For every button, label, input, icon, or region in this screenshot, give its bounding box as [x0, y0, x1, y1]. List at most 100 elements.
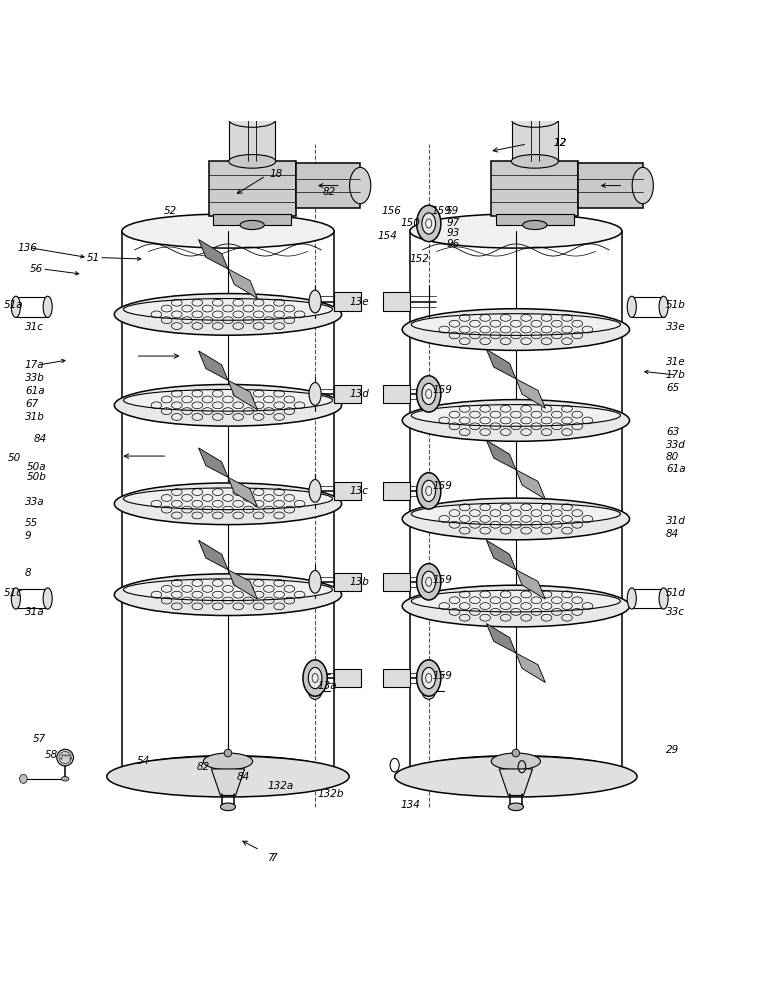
Ellipse shape — [417, 473, 441, 509]
Text: 17b: 17b — [666, 370, 685, 380]
Text: 96: 96 — [446, 239, 459, 249]
Ellipse shape — [422, 683, 436, 699]
Polygon shape — [516, 570, 545, 599]
Text: 159: 159 — [431, 206, 451, 216]
Polygon shape — [228, 570, 257, 599]
Text: 9: 9 — [25, 531, 32, 541]
Text: 54: 54 — [137, 756, 150, 766]
Ellipse shape — [422, 480, 436, 502]
Ellipse shape — [422, 383, 436, 405]
Text: 33d: 33d — [666, 440, 685, 450]
Text: 159: 159 — [433, 575, 452, 585]
Text: 7: 7 — [267, 853, 274, 863]
Text: 51: 51 — [87, 253, 99, 263]
Text: 51a: 51a — [4, 300, 24, 310]
Ellipse shape — [417, 564, 441, 600]
Ellipse shape — [309, 667, 321, 689]
Text: 31a: 31a — [25, 607, 45, 617]
Ellipse shape — [203, 753, 253, 770]
Ellipse shape — [124, 299, 332, 320]
Bar — [383, 292, 410, 311]
Text: 84: 84 — [237, 772, 250, 782]
Polygon shape — [487, 440, 516, 470]
Ellipse shape — [20, 774, 27, 783]
Text: 31c: 31c — [25, 322, 44, 332]
Text: 33b: 33b — [25, 373, 45, 383]
Ellipse shape — [309, 383, 321, 405]
Ellipse shape — [124, 488, 332, 510]
Text: 61a: 61a — [666, 464, 685, 474]
Text: 33c: 33c — [666, 607, 685, 617]
Text: 50a: 50a — [27, 462, 47, 472]
Text: 152: 152 — [410, 254, 430, 264]
Bar — [213, 214, 291, 225]
Polygon shape — [199, 239, 228, 269]
Ellipse shape — [308, 667, 322, 689]
Polygon shape — [516, 470, 545, 499]
Text: 50b: 50b — [27, 472, 47, 482]
Ellipse shape — [417, 205, 441, 242]
Bar — [334, 669, 361, 687]
Text: 84: 84 — [666, 529, 679, 539]
Text: 84: 84 — [34, 434, 47, 444]
Text: 33a: 33a — [25, 497, 45, 507]
Text: 159: 159 — [433, 385, 452, 395]
Polygon shape — [516, 653, 545, 683]
Ellipse shape — [115, 294, 342, 335]
Ellipse shape — [308, 666, 322, 683]
Polygon shape — [199, 540, 228, 570]
Ellipse shape — [303, 660, 327, 696]
Ellipse shape — [228, 112, 276, 127]
Ellipse shape — [402, 585, 629, 627]
Bar — [334, 573, 361, 591]
Polygon shape — [487, 349, 516, 379]
Ellipse shape — [43, 588, 52, 609]
Bar — [334, 292, 361, 311]
Text: 159: 159 — [433, 671, 452, 681]
Ellipse shape — [411, 405, 620, 426]
Bar — [383, 385, 410, 403]
Text: 58: 58 — [45, 750, 58, 760]
Ellipse shape — [309, 290, 321, 313]
Ellipse shape — [512, 749, 520, 757]
Bar — [491, 161, 578, 216]
Ellipse shape — [107, 756, 349, 797]
Text: 136: 136 — [17, 243, 37, 253]
Text: 31b: 31b — [25, 412, 45, 422]
Ellipse shape — [309, 570, 321, 593]
Ellipse shape — [491, 753, 540, 770]
Text: 132a: 132a — [267, 781, 294, 791]
Bar — [209, 161, 296, 216]
Polygon shape — [516, 379, 545, 408]
Polygon shape — [228, 380, 257, 410]
Polygon shape — [211, 769, 244, 795]
Ellipse shape — [220, 803, 235, 811]
Text: 13c: 13c — [349, 486, 368, 496]
Text: 13b: 13b — [349, 577, 369, 587]
Text: 156: 156 — [381, 206, 401, 216]
Text: 80: 80 — [666, 452, 679, 462]
Text: 17a: 17a — [25, 360, 45, 370]
Ellipse shape — [228, 155, 276, 168]
Ellipse shape — [124, 389, 332, 411]
Polygon shape — [199, 448, 228, 477]
Bar — [229, 120, 275, 161]
Ellipse shape — [411, 503, 620, 525]
Ellipse shape — [402, 400, 629, 441]
Ellipse shape — [632, 167, 653, 204]
Bar — [296, 163, 361, 208]
Ellipse shape — [350, 167, 371, 204]
Ellipse shape — [422, 667, 436, 689]
Text: 33e: 33e — [666, 322, 685, 332]
Text: 55: 55 — [25, 518, 38, 528]
Text: 82: 82 — [323, 187, 336, 197]
Text: 132b: 132b — [317, 789, 344, 799]
Bar — [334, 385, 361, 403]
Ellipse shape — [523, 220, 547, 230]
Text: 82: 82 — [196, 762, 209, 772]
Ellipse shape — [426, 389, 432, 398]
Ellipse shape — [122, 756, 334, 790]
Polygon shape — [487, 540, 516, 570]
Ellipse shape — [426, 673, 432, 683]
Text: 8: 8 — [25, 568, 32, 578]
